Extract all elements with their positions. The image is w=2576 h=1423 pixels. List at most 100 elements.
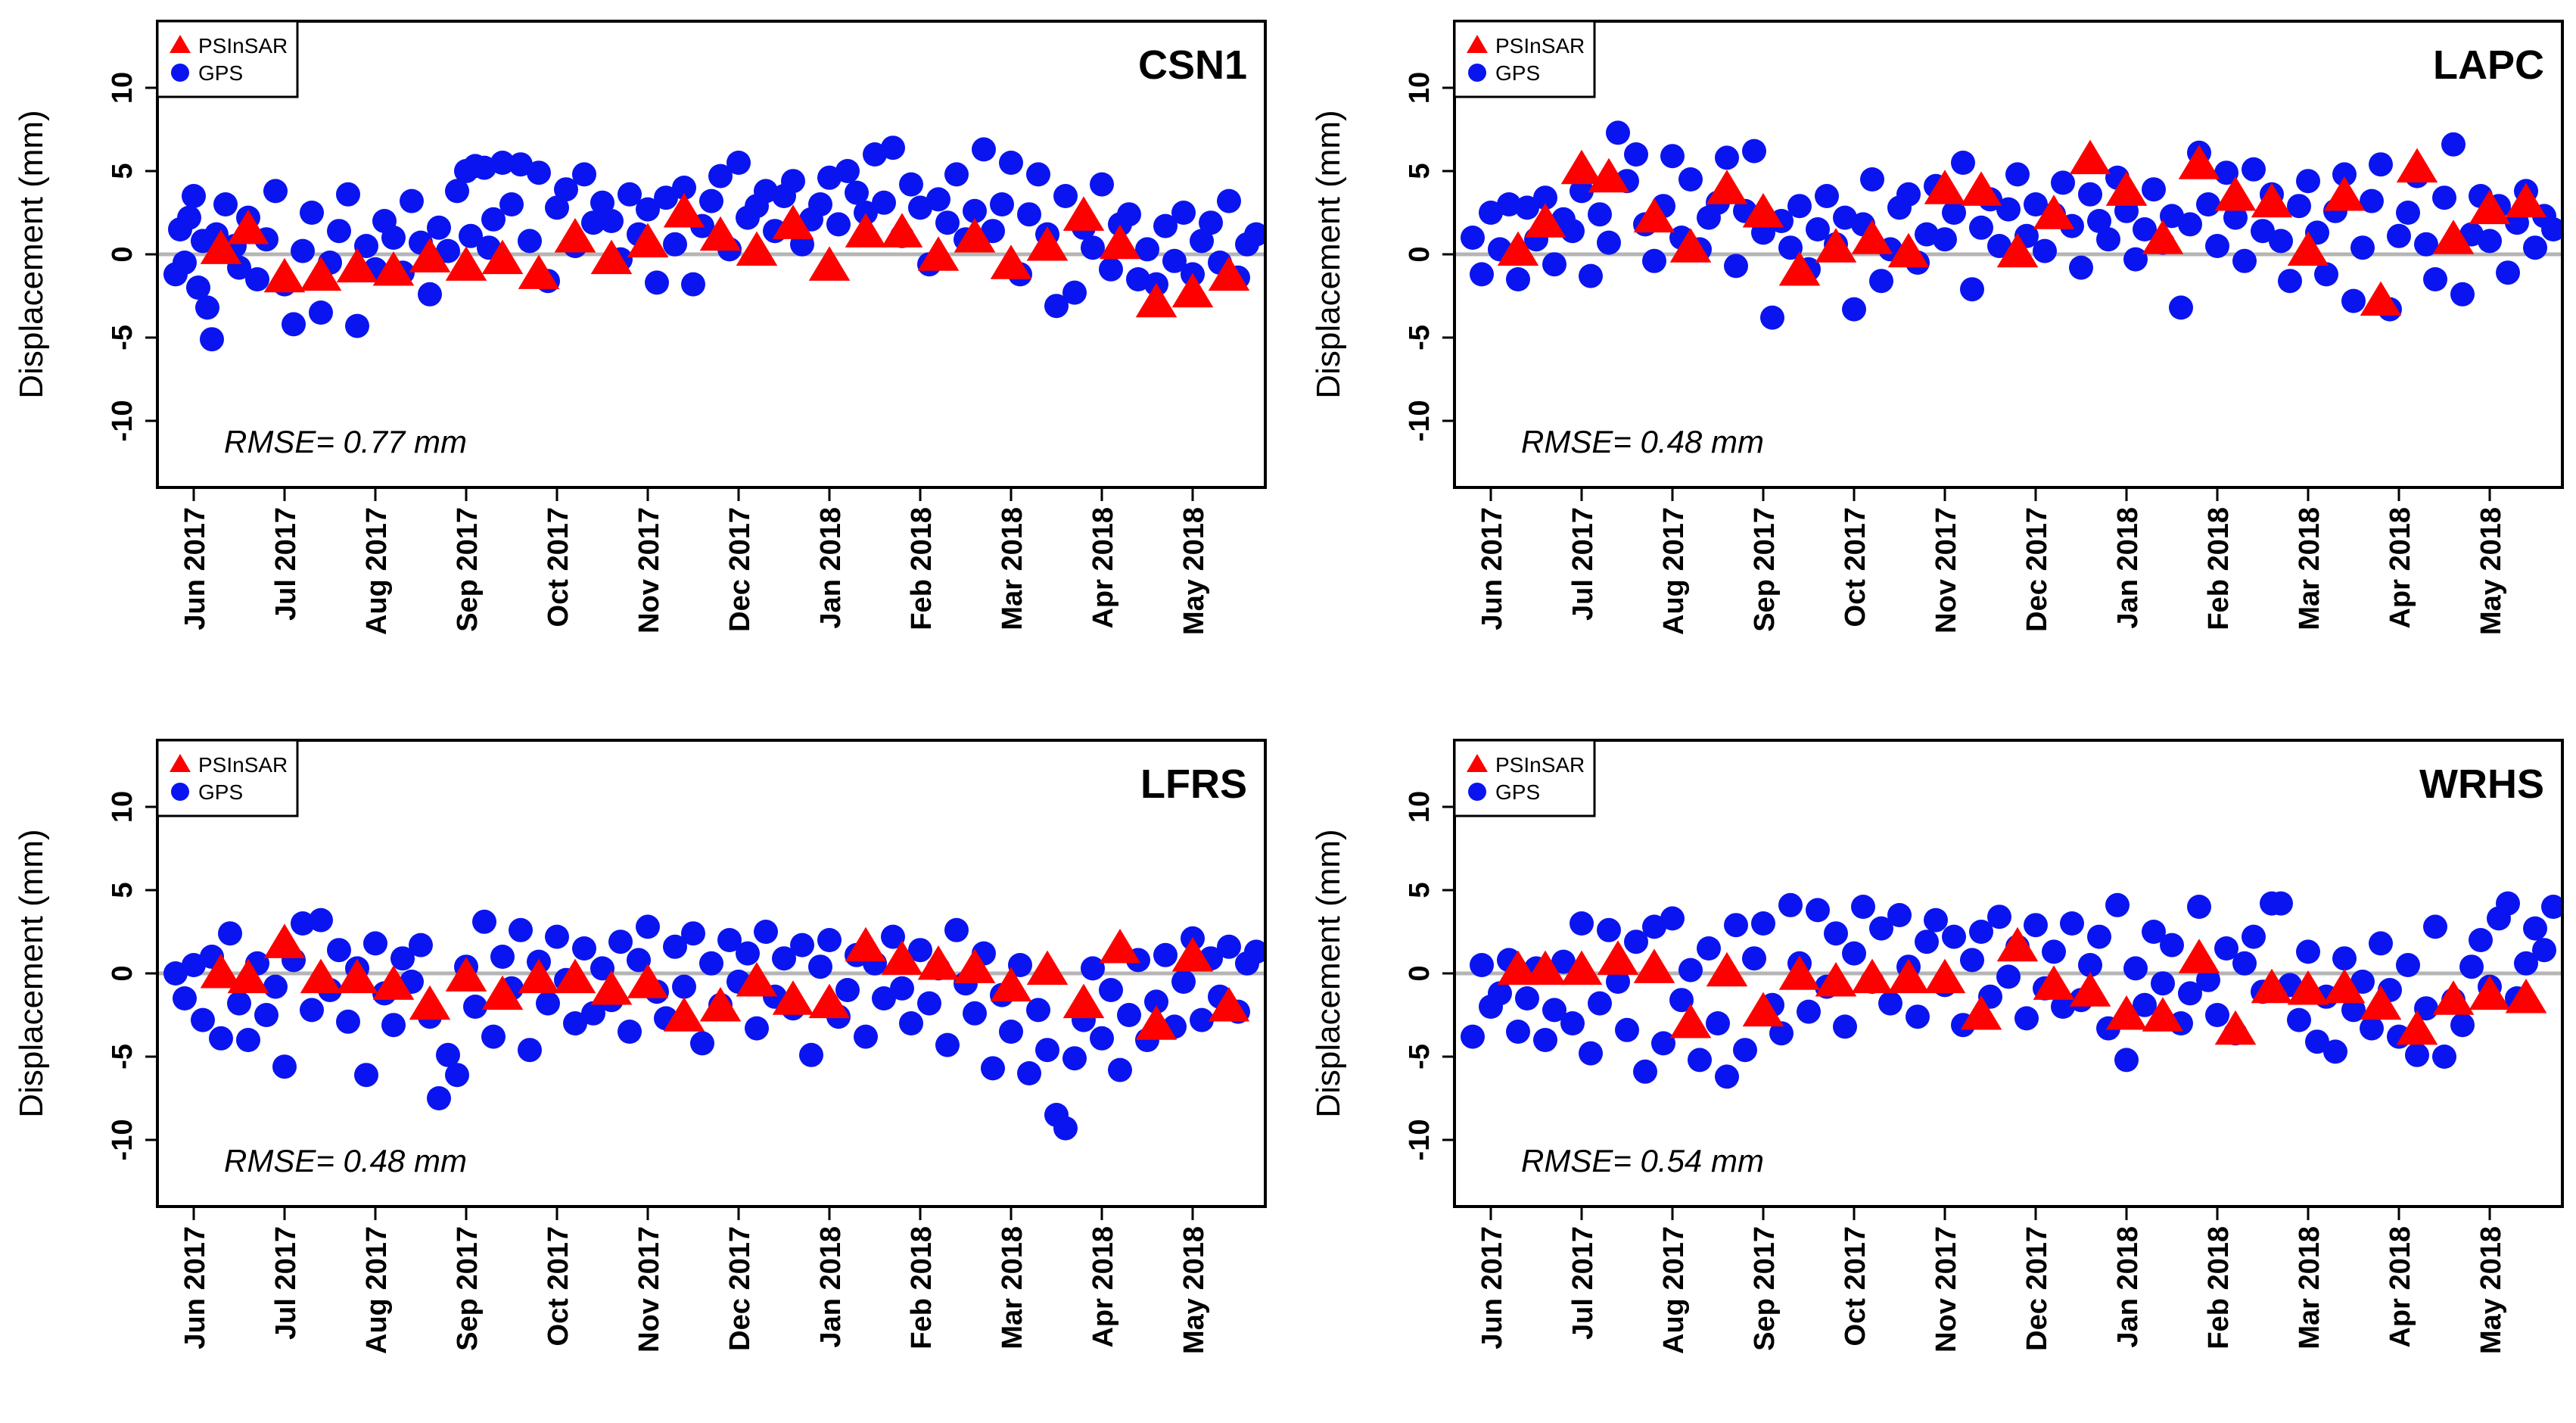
gps-point bbox=[381, 226, 406, 250]
gps-point bbox=[1633, 1059, 1657, 1084]
psinsar-point bbox=[263, 257, 306, 293]
psinsar-point bbox=[1887, 232, 1930, 268]
gps-point bbox=[445, 179, 469, 204]
gps-point bbox=[1461, 226, 1485, 250]
gps-point bbox=[581, 210, 605, 235]
gps-point bbox=[1697, 936, 1721, 961]
gps-point bbox=[1906, 1004, 1930, 1029]
gps-point bbox=[2105, 892, 2130, 917]
psinsar-point bbox=[845, 926, 887, 962]
x-tick-label: Jul 2017 bbox=[270, 507, 302, 621]
x-tick-label: Nov 2017 bbox=[1930, 1226, 1962, 1353]
psinsar-point bbox=[2396, 1010, 2438, 1045]
psinsar-point bbox=[2469, 189, 2511, 225]
gps-point bbox=[899, 1011, 923, 1035]
psinsar-point bbox=[990, 967, 1032, 1002]
psinsar-point bbox=[990, 244, 1032, 279]
x-tick-label: May 2018 bbox=[2475, 507, 2507, 635]
gps-point bbox=[1244, 222, 1265, 247]
gps-point bbox=[2178, 981, 2202, 1006]
gps-point bbox=[2123, 956, 2148, 981]
gps-point bbox=[1787, 194, 1812, 219]
x-tick-label: Nov 2017 bbox=[1930, 507, 1962, 634]
y-axis-title: Displacement (mm) bbox=[13, 110, 50, 398]
gps-point bbox=[1615, 1017, 1639, 1042]
gps-point bbox=[191, 1007, 215, 1032]
gps-point bbox=[345, 313, 369, 338]
psinsar-point bbox=[2178, 145, 2220, 179]
gps-point bbox=[2133, 217, 2157, 241]
psinsar-point bbox=[2432, 980, 2475, 1015]
x-tick-label: Dec 2017 bbox=[2021, 1226, 2053, 1351]
psinsar-point bbox=[300, 958, 342, 994]
psinsar-point bbox=[336, 958, 378, 994]
psinsar-point bbox=[663, 193, 705, 228]
y-tick-label: 0 bbox=[1404, 965, 1436, 981]
gps-point bbox=[1081, 956, 1105, 981]
gps-point bbox=[590, 956, 614, 981]
psinsar-point bbox=[2360, 985, 2402, 1020]
gps-point bbox=[2051, 170, 2075, 195]
chart-panel-lapc: 10 5 0 -5 -10 Displacement (mm) Jun 2017 Jul 20… bbox=[1310, 20, 2564, 635]
gps-point bbox=[327, 219, 351, 244]
gps-point bbox=[890, 976, 914, 1001]
y-tick-label: 5 bbox=[107, 882, 138, 898]
x-tick-label: May 2018 bbox=[1178, 507, 1210, 635]
legend: PSInSAR GPS bbox=[1453, 20, 1596, 98]
gps-point bbox=[1987, 234, 2011, 258]
psinsar-point bbox=[409, 985, 451, 1020]
gps-point bbox=[1017, 1061, 1041, 1085]
gps-point bbox=[545, 924, 569, 949]
x-tick-label: May 2018 bbox=[2475, 1226, 2507, 1354]
gps-point bbox=[681, 272, 705, 297]
gps-point bbox=[2423, 914, 2447, 939]
chart-panel-lfrs: 10 5 0 -5 -10 Displacement (mm) Jun 2017 Jul 20… bbox=[13, 739, 1267, 1354]
gps-point bbox=[1915, 929, 1939, 954]
gps-point bbox=[427, 215, 451, 240]
gps-point bbox=[2405, 1042, 2429, 1067]
legend: PSInSAR GPS bbox=[1453, 739, 1596, 817]
gps-point bbox=[173, 986, 197, 1010]
gps-point bbox=[1515, 195, 1539, 220]
gps-point bbox=[1724, 913, 1748, 938]
x-tick-label: Dec 2017 bbox=[724, 507, 756, 632]
gps-point bbox=[808, 192, 832, 216]
gps-point bbox=[1081, 235, 1105, 260]
gps-point bbox=[1506, 1020, 1530, 1044]
legend: PSInSAR GPS bbox=[156, 20, 299, 98]
gps-point bbox=[1190, 1007, 1214, 1032]
legend-label-gps: GPS bbox=[198, 780, 243, 804]
gps-point bbox=[1515, 986, 1539, 1010]
gps-point bbox=[1960, 277, 1984, 302]
gps-point bbox=[972, 137, 996, 162]
gps-point bbox=[1126, 267, 1150, 291]
gps-point bbox=[1887, 903, 1912, 927]
gps-point bbox=[1642, 248, 1666, 273]
x-tick-label: Aug 2017 bbox=[1658, 1226, 1690, 1354]
gps-point bbox=[1715, 1064, 1739, 1089]
gps-point bbox=[2423, 267, 2447, 291]
psinsar-point bbox=[2323, 968, 2366, 1004]
gps-point bbox=[2178, 212, 2202, 237]
psinsar-point bbox=[1135, 282, 1178, 318]
gps-point bbox=[1144, 989, 1168, 1014]
gps-point bbox=[1542, 252, 1566, 277]
x-tick-label: Jul 2017 bbox=[270, 1226, 302, 1340]
gps-point bbox=[663, 232, 687, 257]
psinsar-point bbox=[1924, 958, 1966, 994]
gps-point bbox=[1153, 942, 1178, 967]
x-tick-label: Jul 2017 bbox=[1567, 1226, 1599, 1340]
psinsar-point bbox=[554, 958, 596, 994]
gps-point bbox=[863, 142, 887, 167]
psinsar-point bbox=[1099, 224, 1141, 260]
psinsar-point bbox=[2214, 1010, 2257, 1045]
gps-point bbox=[381, 1013, 406, 1038]
legend-label-psinsar: PSInSAR bbox=[1495, 34, 1585, 58]
y-tick-label: 5 bbox=[1404, 882, 1436, 898]
gps-point bbox=[1497, 192, 1521, 216]
x-tick-label: Jan 2018 bbox=[2112, 507, 2144, 629]
gps-point bbox=[1624, 142, 1648, 167]
legend-triangle-icon bbox=[1467, 754, 1488, 772]
gps-point bbox=[1090, 172, 1114, 197]
